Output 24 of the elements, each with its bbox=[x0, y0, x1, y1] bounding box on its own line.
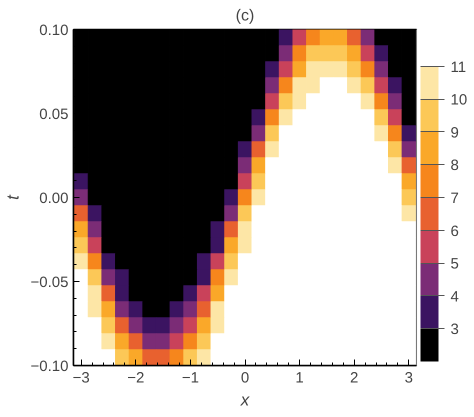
color-bar-label: 4 bbox=[450, 288, 459, 306]
y-tick-label: −0.10 bbox=[30, 358, 69, 375]
y-tick-label: −0.05 bbox=[30, 274, 69, 291]
color-bar-label: 9 bbox=[450, 124, 459, 142]
color-bar-label: 6 bbox=[450, 222, 459, 240]
x-tick-label: −3 bbox=[72, 370, 90, 386]
color-bar-label: 5 bbox=[450, 256, 459, 273]
color-bar-label: 8 bbox=[450, 157, 459, 174]
chart-title: (c) bbox=[236, 8, 254, 24]
x-tick-label: −1 bbox=[182, 370, 199, 386]
x-axis-title: x bbox=[240, 390, 250, 410]
color-bar-label: 11 bbox=[450, 58, 466, 76]
color-bar-label: 3 bbox=[450, 321, 459, 338]
y-axis-title: t bbox=[4, 194, 23, 200]
color-bar-label: 10 bbox=[450, 92, 468, 109]
x-tick-label: −2 bbox=[127, 370, 144, 386]
color-bar-label: 7 bbox=[450, 190, 459, 207]
y-tick-label: 0.05 bbox=[39, 106, 69, 123]
y-tick-label: 0.10 bbox=[39, 22, 69, 39]
y-tick-label: 0.00 bbox=[39, 190, 69, 207]
x-tick-label: 0 bbox=[240, 370, 250, 386]
x-tick-label: 1 bbox=[295, 370, 304, 386]
x-tick-label: 2 bbox=[350, 370, 358, 386]
x-tick-label: 3 bbox=[404, 370, 413, 386]
